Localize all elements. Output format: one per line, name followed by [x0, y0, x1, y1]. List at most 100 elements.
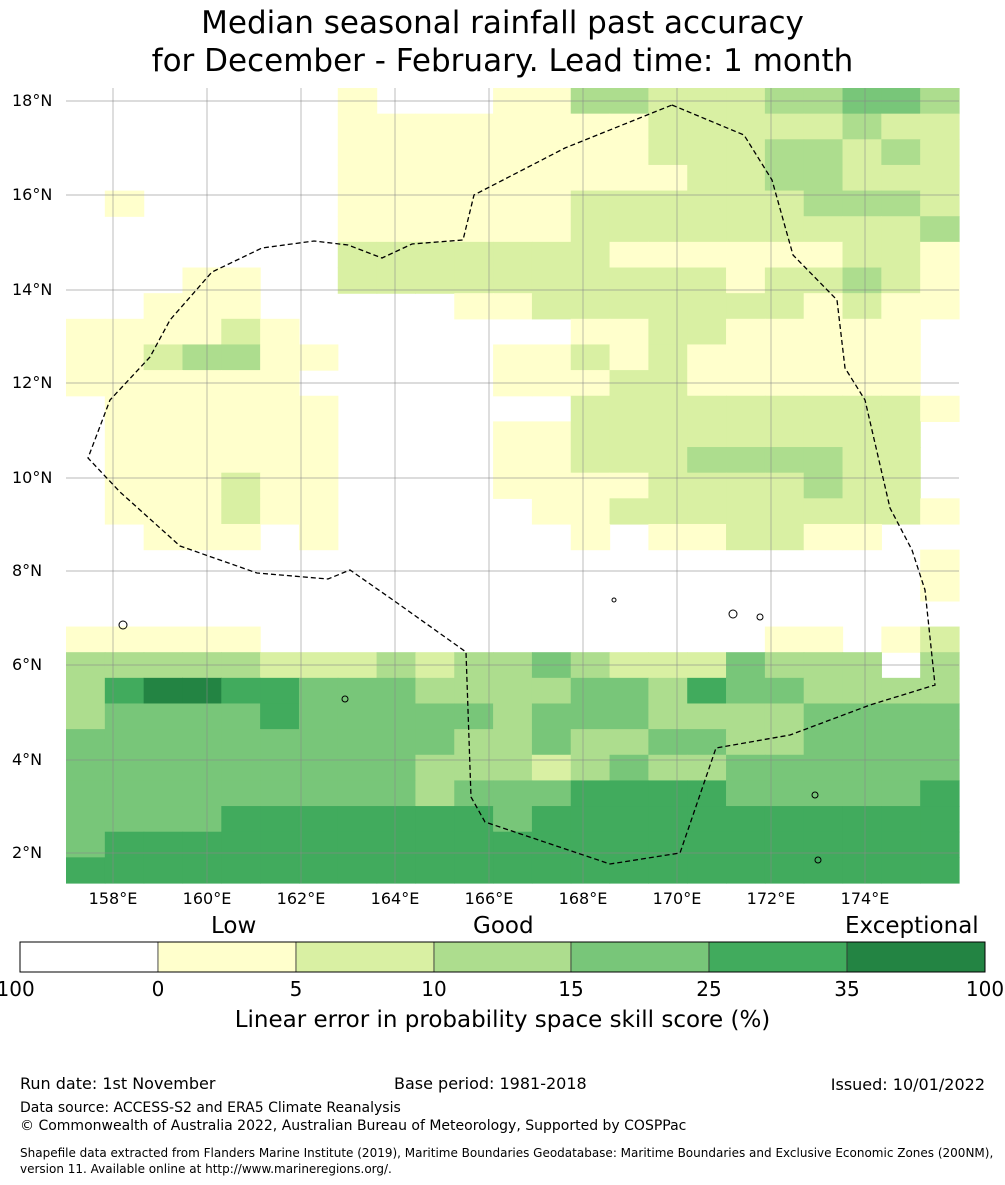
- grid-cell: [531, 754, 572, 782]
- grid-cell: [260, 729, 300, 756]
- grid-cell: [609, 216, 649, 243]
- grid-cell: [881, 241, 921, 269]
- grid-cell: [609, 267, 649, 294]
- grid-cell: [687, 498, 727, 525]
- grid-cell: [842, 729, 882, 756]
- grid-cell: [764, 267, 805, 294]
- grid-cell: [182, 780, 222, 807]
- grid-cell: [570, 806, 611, 833]
- grid-cell: [143, 806, 184, 833]
- islands: [118, 597, 822, 864]
- grid-cell: [726, 293, 766, 320]
- lon-label: 174°E: [840, 889, 890, 908]
- grid-cell: [415, 216, 455, 243]
- grid-cell: [337, 857, 378, 884]
- graticule: [66, 88, 959, 883]
- grid-cell: [803, 113, 844, 140]
- grid-cell: [764, 754, 805, 782]
- grid-cell: [648, 472, 688, 499]
- grid-cell: [609, 190, 649, 217]
- grid-cell: [764, 703, 805, 730]
- grid-cell: [687, 318, 727, 346]
- grid-cell: [726, 216, 766, 243]
- grid-cell: [609, 139, 649, 166]
- grid-cell: [609, 293, 649, 320]
- grid-cell: [842, 216, 882, 243]
- grid-cell: [648, 216, 688, 243]
- grid-cell: [609, 703, 649, 730]
- grid-cell: [648, 241, 688, 269]
- grid-cell: [337, 190, 378, 217]
- grid-cell: [920, 857, 960, 884]
- grid-cell: [260, 498, 300, 525]
- grid-cell: [687, 831, 727, 858]
- grid-cell: [764, 626, 805, 653]
- grid-cell: [609, 498, 649, 525]
- grid-cell: [221, 267, 261, 294]
- grid-cell: [454, 241, 494, 269]
- grid-cell: [570, 139, 611, 166]
- grid-cell: [143, 831, 184, 858]
- grid-cell: [648, 498, 688, 525]
- colorbar-frame: [19, 941, 986, 973]
- grid-cell: [182, 318, 222, 346]
- grid-cell: [842, 421, 882, 448]
- grid-cell: [66, 677, 106, 705]
- grid-cell: [803, 806, 844, 833]
- grid-cell: [842, 472, 882, 499]
- grid-cell: [182, 472, 222, 499]
- grid-cell: [648, 754, 688, 782]
- grid-cell: [881, 498, 921, 525]
- grid-cell: [143, 447, 184, 474]
- grid-cell: [66, 626, 106, 653]
- grid-cell: [182, 293, 222, 320]
- grid-cell: [764, 523, 805, 551]
- grid-cell: [182, 523, 222, 551]
- shapefile-credit-line-1: Shapefile data extracted from Flanders M…: [20, 1146, 994, 1160]
- colorbar-swatch: [19, 941, 159, 973]
- grid-cell: [415, 831, 455, 858]
- grid-cell: [648, 395, 688, 422]
- colorbar: [19, 941, 986, 973]
- grid-cell: [221, 729, 261, 756]
- title-line-1: Median seasonal rainfall past accuracy: [201, 5, 804, 41]
- grid-cell: [376, 113, 417, 140]
- grid-cell: [415, 139, 455, 166]
- grid-cell: [726, 267, 766, 294]
- grid-cell: [726, 139, 766, 166]
- grid-cell: [687, 729, 727, 756]
- grid-cell: [842, 241, 882, 269]
- grid-cell: [648, 293, 688, 320]
- category-exceptional: Exceptional: [845, 913, 979, 939]
- grid-cell: [66, 344, 106, 371]
- lon-label: 158°E: [88, 889, 138, 908]
- colorbar-tick: 0: [151, 977, 165, 1001]
- grid-cell: [570, 344, 611, 371]
- grid-cell: [337, 139, 378, 166]
- grid-cell: [493, 190, 533, 217]
- grid-cell: [764, 139, 805, 166]
- grid-cell: [415, 267, 455, 294]
- grid-cell: [104, 626, 145, 653]
- grid-cell: [609, 806, 649, 833]
- grid-cell: [842, 447, 882, 474]
- grid-cell: [881, 216, 921, 243]
- grid-cell: [920, 549, 960, 576]
- lat-label: 18°N: [12, 91, 53, 110]
- grid-cell: [531, 190, 572, 217]
- grid-cell: [493, 216, 533, 243]
- grid-cell: [842, 318, 882, 346]
- grid-cell: [66, 780, 106, 807]
- grid-cell: [803, 216, 844, 243]
- island: [811, 791, 819, 799]
- grid-cell: [415, 703, 455, 730]
- grid-cell: [221, 293, 261, 320]
- grid-cell: [687, 344, 727, 371]
- grid-cell: [182, 498, 222, 525]
- grid-cell: [764, 447, 805, 474]
- grid-cell: [376, 190, 417, 217]
- grid-cell: [764, 318, 805, 346]
- grid-cell: [104, 831, 145, 858]
- grid-cell: [531, 344, 572, 371]
- grid-cell: [376, 754, 417, 782]
